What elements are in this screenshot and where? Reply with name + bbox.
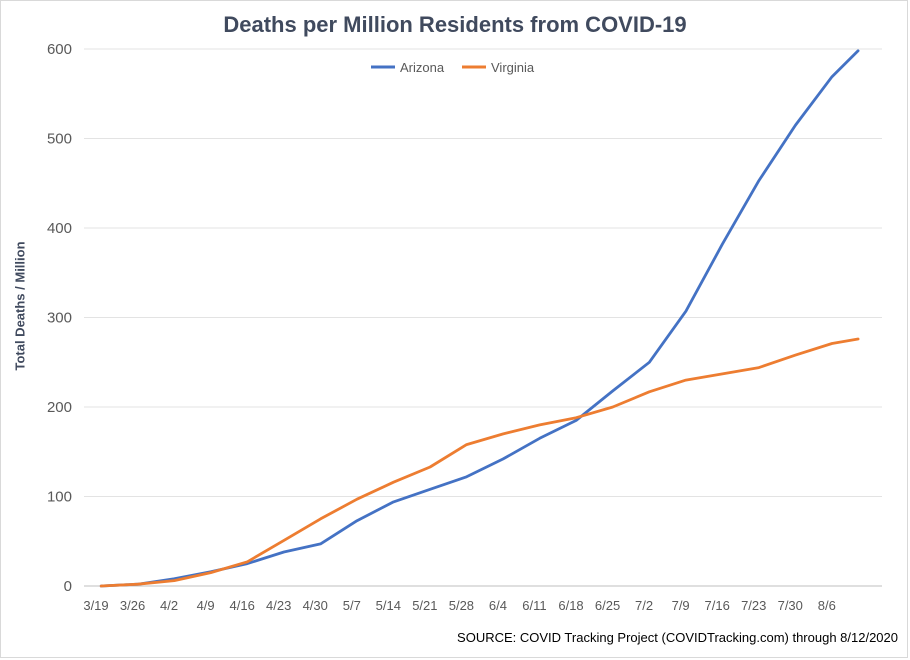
x-tick-label: 4/9 — [197, 598, 215, 613]
x-tick-label: 4/30 — [303, 598, 328, 613]
x-tick-label: 4/23 — [266, 598, 291, 613]
x-tick-label: 7/23 — [741, 598, 766, 613]
x-tick-label: 5/7 — [343, 598, 361, 613]
y-tick-label: 0 — [64, 578, 72, 595]
legend-label-virginia: Virginia — [491, 60, 535, 75]
chart-title: Deaths per Million Residents from COVID-… — [223, 12, 687, 37]
x-tick-label: 7/16 — [705, 598, 730, 613]
x-tick-label: 6/4 — [489, 598, 507, 613]
x-tick-label: 5/21 — [412, 598, 437, 613]
y-tick-label: 600 — [47, 41, 72, 58]
y-tick-label: 300 — [47, 310, 72, 327]
x-tick-label: 6/25 — [595, 598, 620, 613]
x-tick-label: 7/9 — [672, 598, 690, 613]
x-tick-label: 7/2 — [635, 598, 653, 613]
y-tick-label: 100 — [47, 489, 72, 506]
x-tick-label: 6/11 — [522, 598, 546, 613]
legend-label-arizona: Arizona — [400, 60, 445, 75]
y-tick-label: 200 — [47, 399, 72, 416]
series-line-virginia — [99, 337, 860, 588]
y-tick-label: 400 — [47, 220, 72, 237]
x-tick-label: 8/6 — [818, 598, 836, 613]
source-note: SOURCE: COVID Tracking Project (COVIDTra… — [457, 630, 898, 645]
x-tick-label: 5/14 — [376, 598, 401, 613]
series-line-arizona — [99, 49, 860, 588]
y-tick-label: 500 — [47, 131, 72, 148]
x-tick-label: 7/30 — [778, 598, 803, 613]
x-tick-label: 3/19 — [83, 598, 108, 613]
y-axis-label: Total Deaths / Million — [12, 241, 28, 371]
x-tick-label: 6/18 — [558, 598, 583, 613]
x-tick-label: 4/16 — [230, 598, 255, 613]
x-tick-label: 3/26 — [120, 598, 145, 613]
x-tick-label: 5/28 — [449, 598, 474, 613]
x-tick-label: 4/2 — [160, 598, 178, 613]
